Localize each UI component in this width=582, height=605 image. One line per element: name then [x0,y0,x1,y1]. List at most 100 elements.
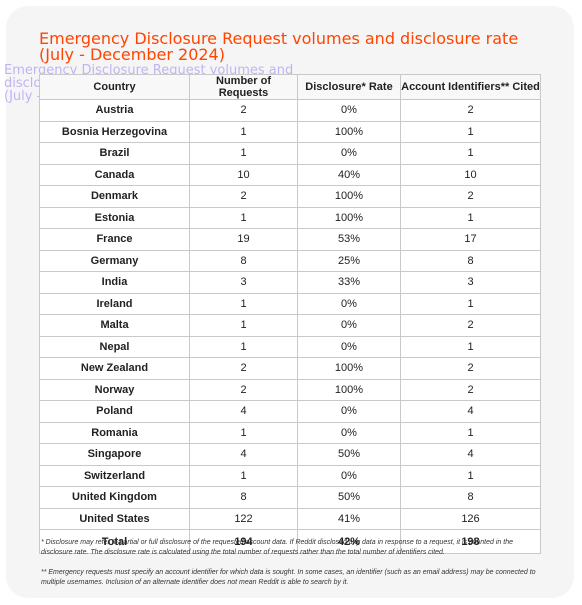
cell-identifiers: 10 [400,163,541,186]
footnote-identifiers: ** Emergency requests must specify an ac… [41,569,536,586]
table-row: New Zealand 2 100% 2 [39,357,541,380]
cell-requests: 8 [189,249,298,272]
total-label: Total [39,529,190,554]
cell-requests: 2 [189,357,298,380]
total-row: Total 194 42% 198 [39,529,541,554]
cell-requests: 1 [189,421,298,444]
cell-country: Malta [39,314,190,337]
table-row: United Kingdom 8 50% 8 [39,486,541,509]
cell-requests: 1 [189,206,298,229]
header-disclosure-rate: Disclosure* Rate [297,74,401,100]
cell-identifiers: 17 [400,228,541,251]
cell-rate: 0% [297,421,401,444]
cell-rate: 40% [297,163,401,186]
cell-country: Canada [39,163,190,186]
cell-rate: 100% [297,378,401,401]
cell-country: Ireland [39,292,190,315]
table-body: Austria 2 0% 2 Bosnia Herzegovina 1 100% 1 Brazi… [39,99,541,530]
footnote-disclosure: * Disclosure may refer to partial or ful… [41,539,513,556]
cell-country: Austria [39,99,190,122]
cell-identifiers: 126 [400,507,541,530]
cell-identifiers: 1 [400,464,541,487]
table-row: Bosnia Herzegovina 1 100% 1 [39,120,541,143]
table-row: Malta 1 0% 2 [39,314,541,337]
cell-rate: 100% [297,206,401,229]
cell-country: Germany [39,249,190,272]
table-row: Norway 2 100% 2 [39,378,541,401]
table-row: Germany 8 25% 8 [39,249,541,272]
cell-requests: 122 [189,507,298,530]
table-row: India 3 33% 3 [39,271,541,294]
report-title: Emergency Disclosure Request volumes and… [39,31,539,63]
cell-requests: 2 [189,378,298,401]
title-line-1: Emergency Disclosure Request volumes and… [39,29,519,48]
cell-requests: 1 [189,314,298,337]
disclosure-table: Country Number of Requests Disclosure* R… [39,74,541,554]
cell-country: Denmark [39,185,190,208]
table-row: Switzerland 1 0% 1 [39,464,541,487]
cell-country: Switzerland [39,464,190,487]
cell-requests: 1 [189,292,298,315]
cell-country: France [39,228,190,251]
cell-requests: 1 [189,464,298,487]
cell-country: Poland [39,400,190,423]
header-country: Country [39,74,190,100]
table-row: France 19 53% 17 [39,228,541,251]
cell-identifiers: 1 [400,120,541,143]
total-identifiers: 198 [400,529,541,554]
cell-rate: 25% [297,249,401,272]
table-row: Denmark 2 100% 2 [39,185,541,208]
cell-country: Romania [39,421,190,444]
table-row: Singapore 4 50% 4 [39,443,541,466]
total-rate: 42% [297,529,401,554]
cell-rate: 100% [297,120,401,143]
cell-identifiers: 2 [400,99,541,122]
cell-requests: 2 [189,99,298,122]
cell-requests: 3 [189,271,298,294]
cell-identifiers: 1 [400,292,541,315]
cell-country: Singapore [39,443,190,466]
title-line-2: (July - December 2024) [39,45,225,64]
table-row: Austria 2 0% 2 [39,99,541,122]
header-identifiers: Account Identifiers** Cited [400,74,541,100]
cell-rate: 0% [297,335,401,358]
table-row: Poland 4 0% 4 [39,400,541,423]
cell-identifiers: 3 [400,271,541,294]
cell-identifiers: 1 [400,421,541,444]
cell-rate: 100% [297,357,401,380]
cell-country: United Kingdom [39,486,190,509]
table-row: Ireland 1 0% 1 [39,292,541,315]
cell-rate: 50% [297,443,401,466]
cell-identifiers: 4 [400,443,541,466]
cell-country: United States [39,507,190,530]
table-row: Nepal 1 0% 1 [39,335,541,358]
cell-identifiers: 2 [400,378,541,401]
cell-rate: 33% [297,271,401,294]
cell-rate: 0% [297,314,401,337]
cell-identifiers: 2 [400,314,541,337]
cell-requests: 1 [189,142,298,165]
cell-rate: 0% [297,99,401,122]
total-requests: 194 [189,529,298,554]
cell-rate: 100% [297,185,401,208]
table-row: Estonia 1 100% 1 [39,206,541,229]
table-row: Brazil 1 0% 1 [39,142,541,165]
table-row: United States 122 41% 126 [39,507,541,530]
cell-requests: 10 [189,163,298,186]
cell-requests: 8 [189,486,298,509]
cell-identifiers: 4 [400,400,541,423]
cell-country: Nepal [39,335,190,358]
cell-country: Estonia [39,206,190,229]
cell-requests: 4 [189,400,298,423]
cell-identifiers: 1 [400,142,541,165]
cell-rate: 50% [297,486,401,509]
cell-country: Norway [39,378,190,401]
cell-rate: 41% [297,507,401,530]
cell-country: India [39,271,190,294]
cell-rate: 0% [297,464,401,487]
cell-identifiers: 8 [400,486,541,509]
table-header-row: Country Number of Requests Disclosure* R… [39,74,541,100]
header-requests: Number of Requests [189,74,298,100]
cell-requests: 1 [189,335,298,358]
cell-rate: 0% [297,142,401,165]
